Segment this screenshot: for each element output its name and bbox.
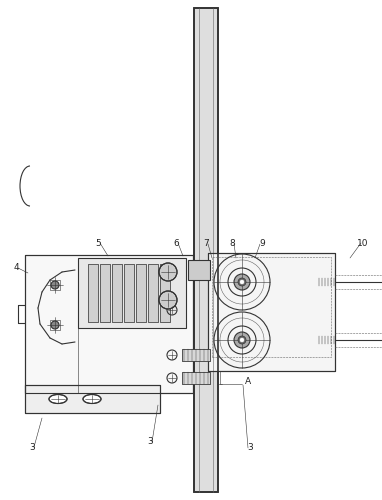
Bar bbox=[100, 264, 110, 322]
Bar bbox=[194, 8, 218, 492]
Bar bbox=[182, 372, 210, 384]
Circle shape bbox=[238, 278, 246, 286]
Circle shape bbox=[234, 274, 250, 290]
Bar bbox=[78, 258, 186, 328]
Circle shape bbox=[238, 336, 246, 344]
Bar bbox=[25, 385, 160, 413]
Bar bbox=[124, 264, 134, 322]
Bar bbox=[25, 385, 160, 413]
Bar bbox=[188, 260, 210, 280]
Text: 3: 3 bbox=[147, 438, 153, 446]
Text: A: A bbox=[245, 376, 251, 386]
Circle shape bbox=[51, 321, 59, 329]
Circle shape bbox=[51, 281, 59, 289]
Bar bbox=[25, 255, 193, 393]
Bar bbox=[136, 264, 146, 322]
Text: 10: 10 bbox=[357, 238, 369, 248]
Bar bbox=[160, 264, 170, 322]
Bar bbox=[208, 253, 335, 371]
Bar bbox=[160, 264, 170, 322]
Bar bbox=[182, 372, 210, 384]
Bar bbox=[208, 253, 335, 371]
Circle shape bbox=[159, 291, 177, 309]
Ellipse shape bbox=[83, 394, 101, 404]
Bar bbox=[112, 264, 122, 322]
Ellipse shape bbox=[49, 394, 67, 404]
Bar bbox=[194, 8, 218, 492]
Bar bbox=[182, 349, 210, 361]
Circle shape bbox=[240, 338, 244, 342]
Text: 8: 8 bbox=[229, 240, 235, 248]
Text: 3: 3 bbox=[247, 444, 253, 452]
Circle shape bbox=[240, 280, 244, 284]
Bar bbox=[112, 264, 122, 322]
Text: 3: 3 bbox=[29, 442, 35, 452]
Text: 4: 4 bbox=[13, 264, 19, 272]
Bar bbox=[50, 320, 60, 330]
Bar bbox=[50, 280, 60, 290]
Text: 7: 7 bbox=[203, 240, 209, 248]
Text: 5: 5 bbox=[95, 238, 101, 248]
Bar bbox=[100, 264, 110, 322]
Bar bbox=[148, 264, 158, 322]
Text: 9: 9 bbox=[259, 240, 265, 248]
Bar bbox=[136, 264, 146, 322]
Bar bbox=[124, 264, 134, 322]
Bar bbox=[148, 264, 158, 322]
Circle shape bbox=[234, 332, 250, 348]
Bar bbox=[88, 264, 98, 322]
Bar bbox=[88, 264, 98, 322]
Bar bbox=[182, 349, 210, 361]
Circle shape bbox=[159, 263, 177, 281]
Bar bbox=[212, 257, 331, 357]
Bar bbox=[25, 255, 193, 393]
Text: 6: 6 bbox=[173, 238, 179, 248]
